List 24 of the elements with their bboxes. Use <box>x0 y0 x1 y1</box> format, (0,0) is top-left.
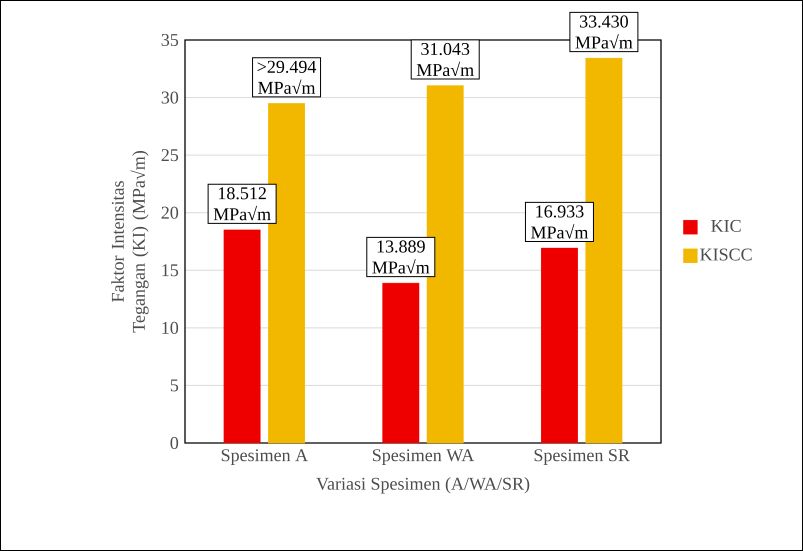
data-label: >29.494 MPa√m <box>258 60 316 94</box>
legend-label: KIC <box>711 220 741 232</box>
data-label: 33.430 MPa√m <box>575 15 633 49</box>
data-label: 18.512 MPa√m <box>214 187 271 220</box>
x-tick-label: Spesimen SR <box>534 449 630 465</box>
y-tick-label: 5 <box>170 379 178 392</box>
y-tick-label: 30 <box>162 91 178 104</box>
y-tick-label: 20 <box>162 206 178 219</box>
y-tick-label: 10 <box>162 322 178 334</box>
bar <box>382 282 420 444</box>
legend-label: KISCC <box>700 248 752 261</box>
data-label: 31.043 MPa√m <box>416 42 474 76</box>
y-tick-label: 0 <box>170 436 178 450</box>
x-tick-label: Spesimen WA <box>372 449 474 465</box>
bar <box>541 248 578 444</box>
y-tick-label: 15 <box>162 264 178 276</box>
y-axis-title: Faktor Intensitas Tegangan (KI) (MPa√m) <box>111 151 149 332</box>
bar <box>224 230 261 444</box>
data-label: 13.889 MPa√m <box>372 240 430 274</box>
y-tick-label: 25 <box>162 149 178 162</box>
y-tick-label: 35 <box>162 34 178 46</box>
x-axis-title: Variasi Spesimen (A/WA/SR) <box>316 477 530 494</box>
data-label: 16.933 MPa√m <box>531 205 588 239</box>
x-tick-label: Spesimen A <box>222 449 308 465</box>
